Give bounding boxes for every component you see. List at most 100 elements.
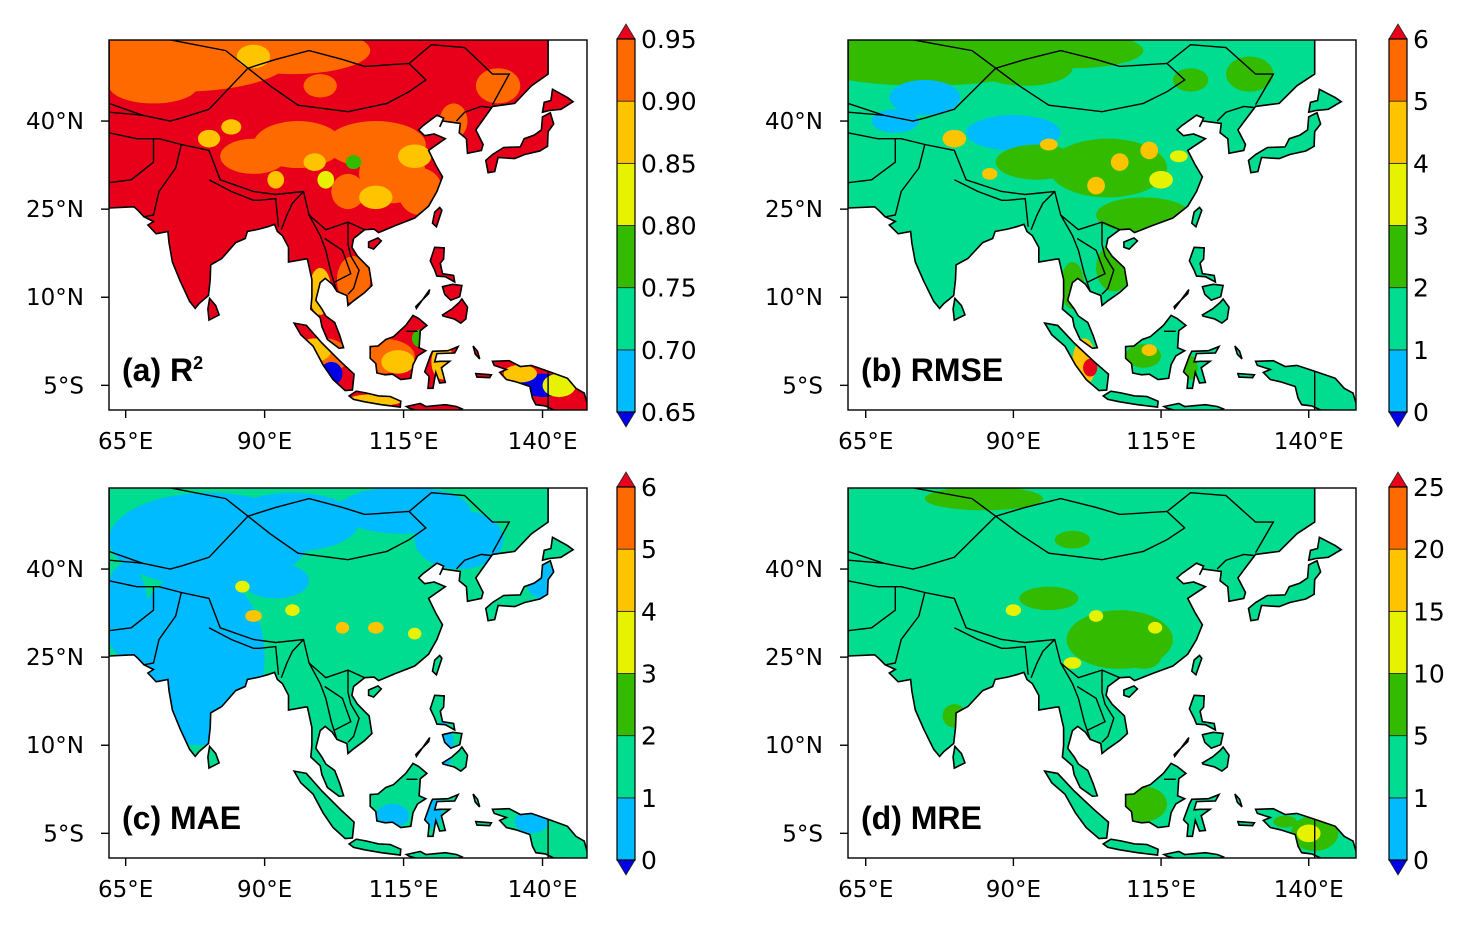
contour-region — [267, 170, 285, 189]
coastline-borneo — [1124, 314, 1188, 381]
colorbar-tick-label: 0.95 — [641, 25, 697, 54]
panel-title: (c) MAE — [122, 800, 241, 836]
coastline-mindanao — [1201, 745, 1230, 773]
country-border — [143, 592, 182, 666]
coastline-mindanao — [441, 297, 469, 325]
contour-region — [335, 621, 350, 634]
colorbar-tick-label: 0.85 — [641, 149, 697, 178]
country-border — [308, 662, 338, 740]
country-border — [208, 627, 280, 675]
contour-region — [331, 173, 365, 210]
colorbar-segment — [1388, 735, 1408, 799]
colorbar-tick-label: 10 — [1413, 660, 1445, 689]
coastline-sulawesi — [423, 345, 460, 390]
panel-title-superscript: 2 — [193, 353, 203, 373]
contour-region — [966, 115, 1061, 151]
contour-region — [1172, 68, 1209, 92]
contour-region — [475, 68, 521, 104]
colorbar-frame — [616, 38, 636, 413]
contour-region — [303, 153, 326, 171]
contour-region — [359, 185, 393, 210]
coastline-hainan — [367, 236, 383, 251]
country-border — [455, 553, 491, 570]
contour-region — [408, 627, 422, 640]
coastline-halmahera — [472, 793, 481, 808]
coastline-sulawesi — [1182, 793, 1221, 838]
coastline-luzon — [429, 694, 456, 732]
coastline-sumatra — [292, 321, 355, 392]
country-border — [1076, 237, 1106, 284]
y-tick-label: 5°S — [782, 373, 823, 399]
coastline-borneo — [369, 762, 429, 829]
contour-region — [1096, 244, 1132, 292]
colorbar-segment — [1388, 100, 1408, 164]
contour-region — [1273, 815, 1297, 828]
contour-region — [345, 155, 362, 170]
coastline-palawan — [414, 737, 431, 759]
colorbar-segment — [1388, 287, 1408, 351]
colorbar-segment — [1388, 797, 1408, 861]
colorbar-frame — [1388, 486, 1408, 861]
coastline-borneo — [1124, 762, 1188, 829]
contour-region — [1019, 586, 1079, 611]
x-tick-label: 140°E — [1274, 877, 1344, 903]
contour-region — [220, 138, 287, 174]
coastline-sulawesi — [423, 793, 460, 838]
coastline-japan — [484, 559, 555, 622]
colorbar-tick-label: 0.70 — [641, 336, 697, 365]
country-border — [848, 491, 1275, 570]
y-tick-label: 5°S — [43, 373, 84, 399]
y-tick-label: 25°N — [765, 645, 823, 671]
coastline-srilanka — [207, 744, 221, 770]
y-tick-label: 40°N — [26, 557, 84, 583]
colorbar-tick-label: 6 — [1413, 25, 1429, 54]
colorbar-segment — [616, 735, 636, 799]
coastline-visayas — [1201, 283, 1225, 302]
coastline-asia — [848, 488, 1316, 798]
contour-region — [303, 74, 337, 98]
contour-region — [1296, 824, 1321, 843]
colorbar-tick-label: 25 — [1413, 473, 1445, 502]
coastline-sundas — [1161, 850, 1226, 858]
contour-region — [336, 256, 371, 304]
panel-title-text: (b) RMSE — [861, 352, 1003, 388]
coastline-newguinea — [491, 359, 587, 410]
colorbar-tick-label: 15 — [1413, 597, 1445, 626]
coastline-mindanao — [1201, 297, 1230, 325]
colorbar-tick-label: 0.65 — [641, 398, 697, 427]
country-border — [208, 179, 280, 227]
contour-region — [1141, 344, 1157, 356]
contour-region — [1125, 645, 1162, 669]
contour-region — [398, 144, 432, 169]
x-tick-label: 65°E — [838, 877, 893, 903]
colorbar-over-triangle — [616, 23, 636, 40]
coastline-sundas — [404, 402, 464, 410]
colorbar-tick-label: 5 — [1413, 87, 1429, 116]
colorbar-segment — [616, 349, 636, 413]
x-tick-label: 115°E — [369, 429, 439, 455]
country-border — [109, 43, 511, 122]
country-border — [247, 63, 427, 113]
x-tick-label: 90°E — [986, 877, 1041, 903]
coastline-asia — [109, 40, 549, 350]
country-border — [347, 670, 360, 743]
country-border — [1076, 685, 1106, 732]
coastline-seram — [474, 372, 493, 379]
contour-region — [221, 119, 242, 135]
coastline-japan — [1247, 559, 1322, 622]
colorbar-segment — [1388, 486, 1408, 550]
colorbar-segment — [616, 287, 636, 351]
contour-region — [942, 704, 967, 728]
colorbar-segment — [616, 162, 636, 226]
colorbar-segment — [616, 548, 636, 612]
colorbar-tick-label: 4 — [641, 597, 657, 626]
contour-region — [431, 721, 454, 769]
x-tick-label: 65°E — [838, 429, 893, 455]
x-tick-label: 115°E — [369, 877, 439, 903]
coastline-newguinea — [1254, 807, 1356, 858]
colorbar-segment — [1388, 548, 1408, 612]
colorbar-frame — [1388, 38, 1408, 413]
colorbar-segment — [1388, 162, 1408, 226]
contour-region — [889, 79, 961, 116]
